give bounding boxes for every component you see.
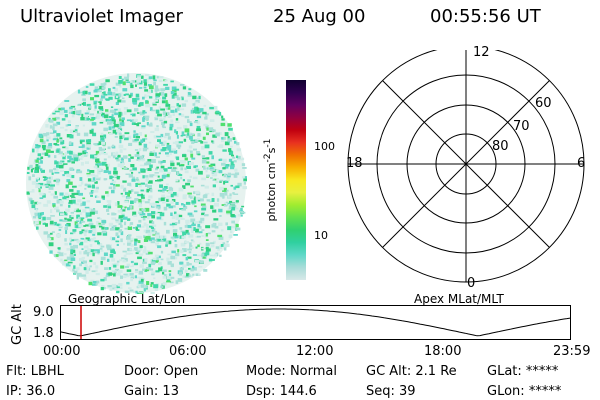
time-tick-1200: 12:00	[296, 344, 334, 359]
door-field: Door: Open	[124, 364, 199, 379]
gain-field: Gain: 13	[124, 384, 179, 399]
mlat-label-60: 60	[535, 96, 552, 111]
date-label: 25 Aug 00	[273, 6, 366, 27]
glat-field: GLat: *****	[487, 364, 559, 379]
alt-tick-9: 9.0	[33, 305, 54, 320]
mode-field: Mode: Normal	[246, 364, 337, 379]
mlat-label-80: 80	[492, 139, 509, 154]
mlt-label-6: 6	[577, 156, 586, 171]
ip-field: IP: 36.0	[6, 384, 56, 399]
colorbar-tick-10: 10	[314, 229, 328, 242]
time-label: 00:55:56 UT	[430, 6, 541, 27]
uv-image-disk	[26, 73, 247, 294]
mlt-label-12: 12	[473, 45, 490, 60]
time-tick-1800: 18:00	[424, 344, 462, 359]
flt-field: Flt: LBHL	[6, 364, 64, 379]
geographic-latlon-label: Geographic Lat/Lon	[68, 292, 186, 306]
altitude-plot	[60, 305, 571, 340]
colorbar-tick-100: 100	[314, 140, 335, 153]
alt-tick-1-8: 1.8	[33, 326, 54, 341]
dsp-field: Dsp: 144.6	[246, 384, 317, 399]
time-tick-2359: 23:59	[553, 344, 591, 359]
mlt-label-0: 0	[467, 276, 476, 291]
seq-field: Seq: 39	[366, 384, 416, 399]
gc-alt-field: GC Alt: 2.1 Re	[366, 364, 457, 379]
apex-mlat-mlt-label: Apex MLat/MLT	[414, 292, 504, 306]
color-scale-bar	[286, 80, 306, 280]
imager-title: Ultraviolet Imager	[20, 6, 183, 27]
altitude-axis-title: GC Alt	[10, 304, 25, 345]
time-tick-0000: 00:00	[43, 344, 81, 359]
glon-field: GLon: *****	[487, 384, 562, 399]
polar-grid	[347, 50, 585, 283]
mlat-label-70: 70	[513, 119, 530, 134]
mlt-label-18: 18	[346, 156, 363, 171]
orbit-altitude-curve	[60, 308, 571, 337]
time-tick-0600: 06:00	[169, 344, 207, 359]
colorbar-unit-label: photon cm-2s-1	[262, 138, 278, 222]
